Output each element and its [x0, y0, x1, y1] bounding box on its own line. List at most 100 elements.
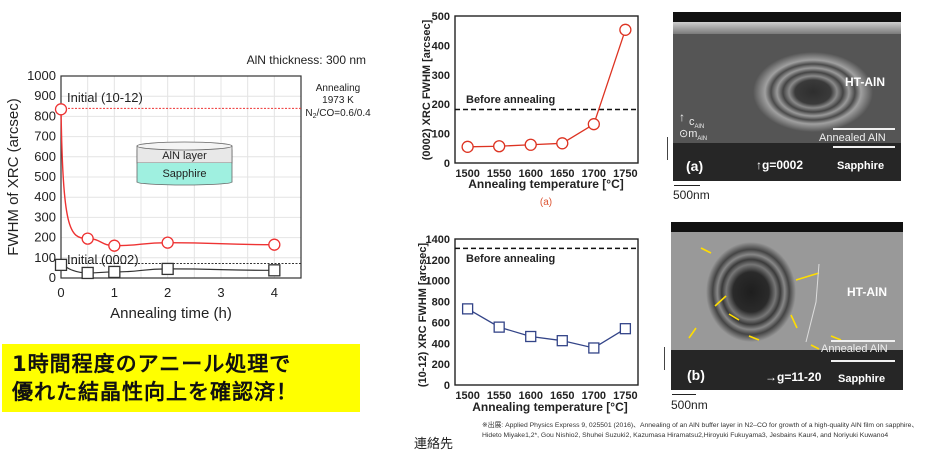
- data-point-circle: [108, 239, 121, 252]
- x-tick-label: 3: [217, 285, 224, 300]
- sapphire-region: [671, 350, 903, 390]
- g-vector-label: ↑g=0002: [756, 158, 804, 172]
- scale-bar-a: [674, 185, 700, 186]
- gas-ratio-label: N2/CO=0.6/0.4: [305, 108, 371, 120]
- layer-inset: AlN layer Sapphire: [136, 141, 233, 186]
- contact-label: 連絡先: [414, 437, 454, 452]
- data-point-square: [161, 262, 174, 276]
- series-10-12-markers: [54, 103, 281, 252]
- data-point-circle: [161, 236, 174, 249]
- scale-label-a: 500nm: [673, 188, 710, 202]
- sapphire-label: Sapphire: [838, 373, 886, 385]
- dislocation-arrows: [688, 247, 842, 350]
- tem-top-edge: [671, 222, 903, 232]
- x-axis-label: Annealing temperature [°C]: [472, 400, 627, 414]
- time-chart: 0 100 200 300 400 500 600 700 800 900 1000 0 1 2 3 4 I…: [0, 0, 380, 330]
- m-axis-label: ⊙mAlN: [679, 128, 708, 143]
- annealed-aln-label: Annealed AlN: [819, 132, 886, 144]
- plot-frame: [454, 238, 639, 386]
- ref2-label: Initial (0002): [67, 252, 139, 267]
- ref1-label: Initial (10-12): [67, 90, 143, 105]
- c-axis-label: cAlN: [689, 116, 705, 131]
- g-vector-label: →g=11-20: [765, 370, 822, 384]
- data-point-circle: [524, 138, 537, 151]
- data-point-circle: [556, 137, 569, 150]
- x-tick-label: 1600: [518, 390, 542, 402]
- series-0002-markers: [54, 258, 281, 280]
- y-tick-label: 700: [34, 129, 56, 144]
- data-point-square: [556, 335, 568, 347]
- data-point-circle: [461, 140, 474, 153]
- y-axis-label: FWHM of XRC (arcsec): [5, 98, 22, 256]
- y-tick-label: 0: [444, 158, 450, 170]
- inset-aln-label: AlN layer: [162, 150, 207, 162]
- thickness-bracket-b: [664, 347, 665, 370]
- x-tick-label: 1500: [455, 390, 479, 402]
- x-tick-label: 2: [164, 285, 171, 300]
- x-tick-label: 1500: [455, 168, 479, 180]
- tem-image-b: HT-AlN Annealed AlN (b) →g=11-20 Sapphir…: [671, 222, 903, 390]
- x-tick-label: 1650: [550, 390, 574, 402]
- citation-text: ※出展: Applied Physics Express 9, 025501 (…: [482, 422, 919, 439]
- y-axis-label: (10-12) XRC FWHM [arcsec]: [417, 243, 429, 388]
- annealed-lower-line: [831, 360, 895, 362]
- data-point-circle: [268, 238, 281, 251]
- y-tick-label: 1200: [426, 255, 450, 267]
- x-tick-label: 4: [271, 285, 278, 300]
- y-tick-label: 600: [432, 317, 450, 329]
- y-tick-label: 400: [432, 40, 450, 52]
- figure-caption: (a): [540, 197, 552, 208]
- x-tick-label: 1550: [487, 390, 511, 402]
- data-point-square: [54, 258, 68, 272]
- data-point-square: [619, 323, 632, 335]
- y-tick-label: 400: [34, 189, 56, 204]
- ht-aln-label: HT-AlN: [847, 285, 887, 299]
- y-tick-label: 200: [432, 99, 450, 111]
- x-tick-label: 1550: [487, 168, 511, 180]
- data-point-circle: [54, 103, 68, 116]
- thickness-bracket-a: [667, 137, 668, 160]
- y-tick-label: 400: [432, 338, 450, 350]
- data-point-square: [525, 330, 537, 343]
- tem-image-a: HT-AlN ↑ cAlN ⊙mAlN Annealed AlN (a) ↑g=…: [673, 12, 901, 181]
- data-point-circle: [587, 118, 600, 131]
- x-tick-label: 1600: [518, 168, 542, 180]
- temp-chart-10-12: 0 200 400 600 800 1000 1200 1400 1500 1550 1600 16…: [410, 215, 660, 415]
- annealed-upper-line: [833, 128, 895, 130]
- sapphire-region: [673, 143, 901, 181]
- y-tick-label: 500: [34, 169, 56, 184]
- annealing-label: Annealing: [316, 83, 360, 94]
- series-markers: [461, 303, 632, 354]
- scale-label-b: 500nm: [671, 398, 708, 412]
- annealed-aln-label: Annealed AlN: [821, 343, 888, 355]
- y-tick-label: 100: [34, 250, 56, 265]
- panel-label-a: (a): [686, 158, 704, 174]
- y-tick-label: 600: [34, 149, 56, 164]
- data-point-circle: [619, 23, 632, 36]
- data-point-circle: [81, 232, 94, 245]
- y-tick-label: 1000: [27, 68, 56, 83]
- summary-banner: 1時間程度のアニール処理で 優れた結晶性向上を確認済！: [2, 344, 360, 412]
- data-point-square: [81, 266, 94, 280]
- panel-label-b: (b): [687, 367, 705, 383]
- annealed-lower-line: [833, 146, 895, 148]
- plot-frame: [454, 15, 639, 164]
- y-tick-label: 800: [432, 297, 450, 309]
- y-tick-label: 500: [432, 11, 450, 23]
- ht-aln-label: HT-AlN: [845, 75, 885, 89]
- before-annealing-label: Before annealing: [466, 94, 555, 106]
- before-annealing-label: Before annealing: [466, 253, 555, 265]
- y-axis-label: (0002) XRC FWHM [arcsec]: [421, 19, 433, 160]
- thickness-label: AlN thickness: 300 nm: [247, 53, 366, 67]
- y-tick-label: 1400: [426, 234, 450, 246]
- y-tick-label: 1000: [426, 276, 450, 288]
- temperature-label: 1973 K: [322, 95, 354, 106]
- x-tick-label: 1750: [613, 168, 637, 180]
- annealed-upper-line: [831, 340, 895, 342]
- y-tick-label: 900: [34, 88, 56, 103]
- x-tick-label: 1700: [582, 168, 606, 180]
- sapphire-label: Sapphire: [837, 160, 885, 172]
- y-tick-label: 100: [432, 129, 450, 141]
- series-markers: [461, 23, 632, 153]
- y-tick-label: 200: [34, 230, 56, 245]
